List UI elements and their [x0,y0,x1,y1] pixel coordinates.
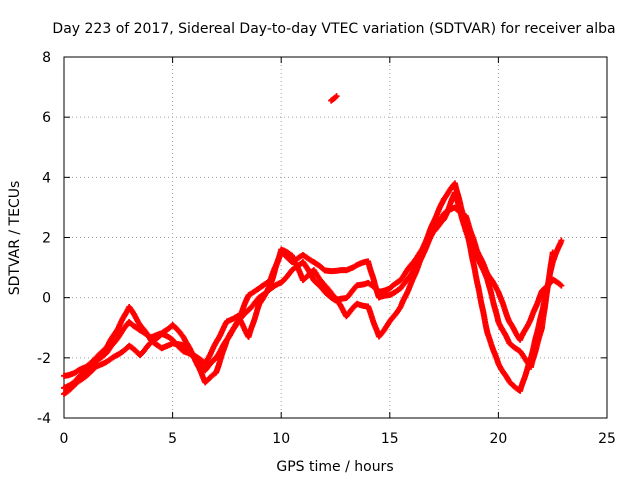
y-tick-label: 0 [42,291,51,307]
y-tick-label: 4 [42,170,51,186]
series-track-3 [61,189,556,397]
data-point [558,237,565,244]
grid [64,57,607,418]
x-tick-label: 0 [60,431,69,447]
axis-ticks: 0 5 10 15 20 25 -4 -2 0 2 4 6 8 [37,50,616,447]
x-tick-label: 20 [489,431,507,447]
y-tick-label: 8 [42,50,51,66]
x-tick-label: 5 [168,431,177,447]
y-tick-label: -4 [37,411,51,427]
y-tick-label: 6 [42,110,51,126]
data-point [558,282,565,289]
series-isolated-points [328,93,340,104]
x-tick-label: 25 [598,431,616,447]
x-axis-label: GPS time / hours [276,459,393,475]
y-tick-label: -2 [37,351,51,367]
data-point [549,249,556,256]
data-point [333,93,340,100]
x-tick-label: 10 [272,431,290,447]
y-axis-label: SDTVAR / TECUs [7,181,23,296]
data-points [61,93,565,397]
x-tick-label: 15 [381,431,399,447]
chart-title: Day 223 of 2017, Sidereal Day-to-day VTE… [52,21,615,37]
y-tick-label: 2 [42,231,51,247]
series-track-2 [61,180,565,394]
